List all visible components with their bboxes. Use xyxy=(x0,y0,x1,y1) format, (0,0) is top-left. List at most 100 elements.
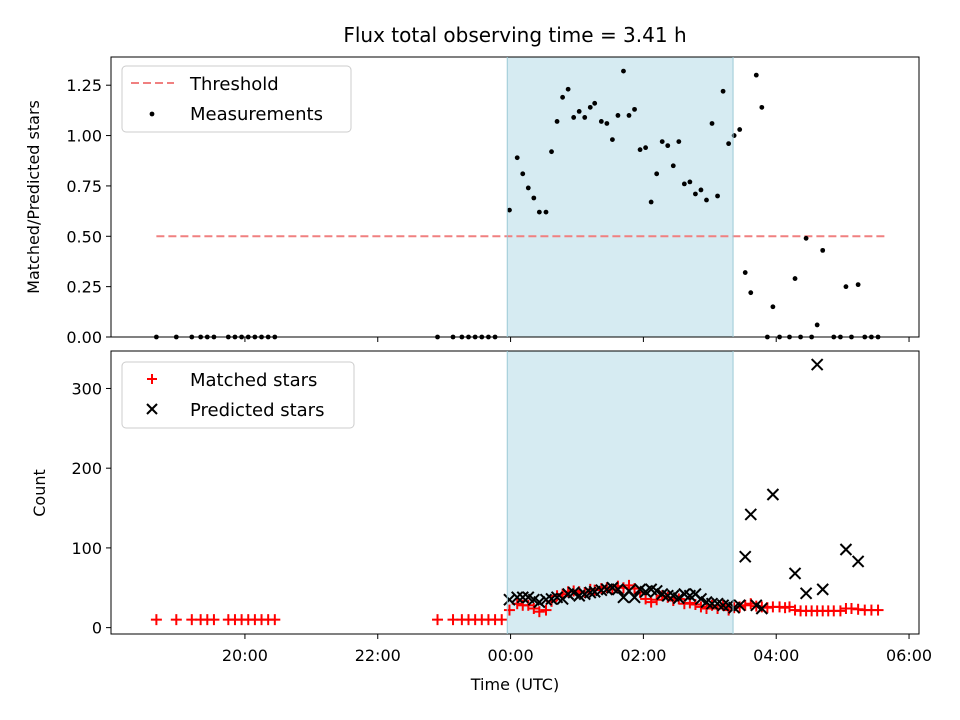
bottom-y-axis-label: Count xyxy=(30,469,49,517)
predicted-star-point xyxy=(511,591,524,604)
bottom-legend: Matched stars Predicted stars xyxy=(121,361,355,429)
legend-predicted-label: Predicted stars xyxy=(190,400,324,421)
measurement-point xyxy=(726,141,732,147)
y-tick-label: 200 xyxy=(71,459,102,478)
measurement-point xyxy=(670,163,676,169)
x-tick-label: 22:00 xyxy=(355,646,401,665)
legend-predicted-swatch xyxy=(146,403,158,415)
measurement-point xyxy=(604,121,610,126)
measurement-point xyxy=(753,72,759,78)
measurement-point xyxy=(610,137,615,142)
predicted-star-point xyxy=(733,599,746,612)
y-tick-label: 0.25 xyxy=(66,278,102,297)
measurement-point xyxy=(554,119,560,124)
measurement-point xyxy=(571,115,577,120)
measurement-point xyxy=(543,209,549,215)
measurement-point xyxy=(576,108,582,114)
predicted-star-point xyxy=(788,567,802,580)
chart-title: Flux total observing time = 3.41 h xyxy=(343,23,686,47)
y-tick-label: 0.75 xyxy=(66,177,102,196)
matched-star-point xyxy=(528,602,540,614)
predicted-star-point xyxy=(851,555,865,568)
measurement-point xyxy=(654,171,660,177)
predicted-star-point xyxy=(516,591,529,604)
measurement-point xyxy=(514,155,520,161)
matched-star-point xyxy=(150,614,162,626)
matched-star-point xyxy=(606,583,618,595)
x-tick-label: 00:00 xyxy=(488,646,534,665)
predicted-star-point xyxy=(672,591,686,605)
measurement-point xyxy=(676,139,682,145)
measurement-point xyxy=(626,113,632,118)
predicted-star-point xyxy=(611,583,625,596)
predicted-star-point xyxy=(503,593,516,606)
bottom-panel: 0 100 200 300 20:00 22:00 00:00 02:00 04:00 06:0… xyxy=(30,350,932,694)
matched-star-point xyxy=(739,599,751,611)
measurement-point xyxy=(621,68,626,74)
measurement-point xyxy=(731,133,737,138)
matched-star-point xyxy=(589,584,601,596)
top-shaded-span xyxy=(507,57,734,337)
measurement-point xyxy=(759,104,765,110)
matched-star-point xyxy=(623,579,635,591)
matched-star-point xyxy=(432,614,444,626)
predicted-star-point xyxy=(766,488,780,501)
measurement-point xyxy=(536,209,542,215)
matched-star-point xyxy=(645,596,657,608)
measurement-point xyxy=(587,104,593,110)
matched-star-point xyxy=(170,614,182,626)
measurement-point xyxy=(742,270,748,275)
measurement-point xyxy=(820,247,826,253)
top-legend-frame xyxy=(121,65,352,133)
legend-threshold-label: Threshold xyxy=(189,74,279,95)
measurement-point xyxy=(693,191,698,197)
measurement-point xyxy=(560,94,565,100)
matched-star-point xyxy=(834,605,846,617)
measurement-point xyxy=(598,119,604,124)
matched-star-point xyxy=(540,604,552,616)
predicted-star-point xyxy=(739,550,752,563)
measurement-point xyxy=(748,290,754,296)
measurement-point xyxy=(659,139,665,145)
y-tick-label: 1.00 xyxy=(66,127,102,146)
legend-matched-swatch xyxy=(147,374,157,384)
predicted-star-point xyxy=(584,586,597,599)
measurement-point xyxy=(855,282,861,288)
predicted-star-point xyxy=(799,587,813,600)
x-axis-label: Time (UTC) xyxy=(470,675,559,694)
predicted-star-point xyxy=(839,543,853,556)
measurement-point xyxy=(770,304,776,310)
legend-matched-label: Matched stars xyxy=(190,370,317,391)
measurement-point xyxy=(687,179,693,185)
bottom-marker-points xyxy=(150,358,884,626)
measurement-point xyxy=(665,143,671,149)
measurement-point xyxy=(814,322,820,328)
bottom-plot-frame xyxy=(110,350,920,635)
predicted-star-point xyxy=(755,602,769,615)
top-x-ticks xyxy=(244,337,910,342)
y-tick-label: 300 xyxy=(71,379,102,398)
bottom-legend-frame xyxy=(121,361,355,429)
measurement-point xyxy=(632,106,637,112)
bottom-y-axis: 0 100 200 300 xyxy=(71,379,111,638)
predicted-star-point xyxy=(810,358,824,371)
matched-star-point xyxy=(269,614,281,626)
measurement-point xyxy=(803,235,809,241)
matched-star-point xyxy=(533,606,545,618)
x-tick-label: 02:00 xyxy=(620,646,666,665)
measurement-point xyxy=(704,197,709,203)
legend-measurements-swatch xyxy=(149,111,155,117)
predicted-star-point xyxy=(533,595,546,609)
x-tick-label: 04:00 xyxy=(753,646,799,665)
y-tick-label: 0.50 xyxy=(66,227,102,246)
matched-star-point xyxy=(872,604,884,616)
y-tick-label: 0 xyxy=(92,619,102,638)
top-y-axis-label: Matched/Predicted stars xyxy=(24,100,43,294)
matched-star-point xyxy=(208,614,220,626)
measurement-point xyxy=(698,187,704,193)
measurement-point xyxy=(582,115,588,120)
y-tick-label: 1.25 xyxy=(66,76,102,95)
matched-star-point xyxy=(651,594,663,606)
measurement-point xyxy=(549,149,554,155)
